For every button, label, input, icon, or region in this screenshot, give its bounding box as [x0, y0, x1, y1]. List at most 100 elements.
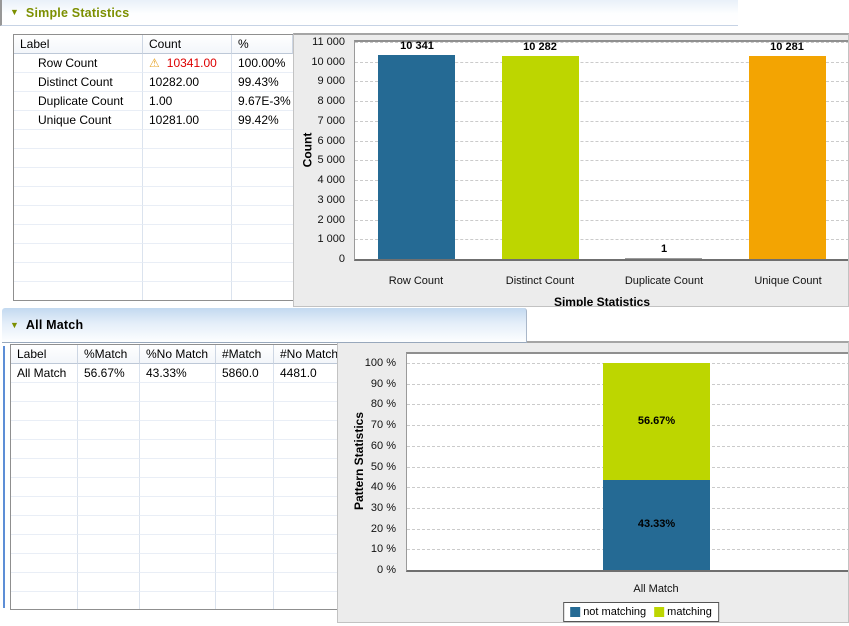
- x-axis-category-label: Distinct Count: [505, 275, 575, 287]
- y-axis-tick-label: 40 %: [370, 481, 396, 494]
- table-cell-empty: [274, 459, 339, 478]
- table-cell-empty: [216, 573, 274, 592]
- table-cell-empty: [140, 421, 216, 440]
- y-axis-tick-label: 70 %: [370, 419, 396, 432]
- column-header-count[interactable]: Count: [143, 35, 232, 54]
- y-axis-tick-label: 10 000: [311, 55, 345, 68]
- table-row[interactable]: Unique Count 10281.00 99.42%: [14, 111, 293, 130]
- table-row-empty: [11, 459, 339, 478]
- table-cell-empty: [11, 402, 78, 421]
- column-header--[interactable]: %: [232, 35, 293, 54]
- table-cell-empty: [78, 497, 140, 516]
- gridline: [355, 101, 848, 103]
- legend-swatch-icon: [570, 607, 581, 617]
- table-row-empty: [14, 187, 293, 206]
- collapse-triangle-icon[interactable]: ▼: [10, 7, 19, 17]
- table-cell-empty: [232, 149, 293, 168]
- table-cell: 4481.0: [274, 364, 339, 383]
- table-row-empty: [11, 573, 339, 592]
- table-row[interactable]: Duplicate Count 1.00 9.67E-3%: [14, 92, 293, 111]
- table-cell-empty: [274, 554, 339, 573]
- table-cell-empty: [78, 516, 140, 535]
- table-row-empty: [11, 497, 339, 516]
- table-cell-empty: [11, 516, 78, 535]
- table-cell-empty: [14, 149, 143, 168]
- table-cell-empty: [216, 421, 274, 440]
- table-cell: 43.33%: [140, 364, 216, 383]
- table-row-empty: [11, 421, 339, 440]
- table-cell-empty: [14, 282, 143, 300]
- table-cell-empty: [140, 402, 216, 421]
- section-header-all-match[interactable]: ▼ All Match: [2, 308, 527, 343]
- segment-value-label: 56.67%: [637, 414, 676, 427]
- table-row[interactable]: Distinct Count 10282.00 99.43%: [14, 73, 293, 92]
- gridline: [355, 239, 848, 241]
- collapse-triangle-icon[interactable]: ▼: [10, 319, 19, 330]
- column-header--match[interactable]: %Match: [78, 345, 140, 364]
- table-cell-empty: [143, 187, 232, 206]
- gridline: [355, 160, 848, 162]
- table-row[interactable]: Row Count ⚠ 10341.00 100.00%: [14, 54, 293, 73]
- table-cell-empty: [11, 497, 78, 516]
- table-row-empty: [11, 592, 339, 609]
- column-header--no-match[interactable]: #No Match: [274, 345, 339, 364]
- table-cell-empty: [216, 554, 274, 573]
- all-match-table: Label %Match %No Match #Match #No Match All M…: [10, 344, 340, 610]
- y-axis-tick-label: 90 %: [370, 377, 396, 390]
- table-cell-empty: [78, 402, 140, 421]
- y-axis-tick-label: 11 000: [312, 36, 345, 48]
- x-axis-category-label: Row Count: [388, 275, 444, 287]
- gridline: [355, 140, 848, 142]
- table-cell-empty: [11, 440, 78, 459]
- warning-value: 10341.00: [166, 56, 217, 70]
- y-axis-tick-label: 0: [338, 253, 345, 265]
- bar-value-label: 10 281: [770, 41, 804, 53]
- y-axis-tick-label: 60 %: [370, 439, 396, 452]
- table-cell-empty: [232, 168, 293, 187]
- table-cell-empty: [78, 459, 140, 478]
- table-cell-empty: [14, 168, 143, 187]
- table-cell-empty: [216, 402, 274, 421]
- y-axis-tick-label: 30 %: [370, 501, 396, 514]
- table-cell: Row Count: [14, 54, 143, 73]
- table-cell-empty: [232, 225, 293, 244]
- focus-indicator-line: [3, 346, 5, 608]
- column-header--match[interactable]: #Match: [216, 345, 274, 364]
- legend-label: matching: [667, 606, 712, 618]
- section-title-simple-statistics: Simple Statistics: [25, 5, 130, 20]
- table-cell-empty: [78, 478, 140, 497]
- legend-item-not-matching: not matching: [570, 606, 646, 618]
- chart-legend: not matching matching: [563, 602, 719, 622]
- gridline: [355, 42, 848, 43]
- column-header-label[interactable]: Label: [11, 345, 78, 364]
- table-cell-empty: [274, 516, 339, 535]
- legend-swatch-icon: [654, 607, 665, 617]
- table-cell-empty: [140, 440, 216, 459]
- gridline: [355, 81, 848, 83]
- table-cell-empty: [143, 244, 232, 263]
- simple-statistics-chart: 10 341 10 282 1 10 281 0 1 000 2 000 3 000 4 000…: [293, 33, 849, 307]
- table-cell-empty: [11, 554, 78, 573]
- section-header-simple-statistics[interactable]: ▼ Simple Statistics: [0, 0, 738, 26]
- column-header-label[interactable]: Label: [14, 35, 143, 54]
- table-cell-empty: [232, 206, 293, 225]
- table-header-row: Label Count%: [14, 35, 293, 54]
- table-cell-empty: [232, 187, 293, 206]
- table-cell-empty: [274, 421, 339, 440]
- table-cell-empty: [216, 440, 274, 459]
- table-row-empty: [14, 282, 293, 300]
- segment-not-matching: [603, 480, 710, 570]
- table-header-row: Label %Match %No Match #Match #No Match: [11, 345, 339, 364]
- table-cell-empty: [14, 263, 143, 282]
- table-cell-empty: [140, 383, 216, 402]
- y-axis-tick-label: 80 %: [370, 398, 396, 411]
- table-cell: 10282.00: [143, 73, 232, 92]
- table-cell-empty: [274, 440, 339, 459]
- simple-statistics-table: Label Count% Row Count ⚠ 10341.00 100.00% Dist…: [13, 34, 294, 301]
- table-cell-empty: [140, 592, 216, 609]
- bar-duplicate-count: [625, 258, 702, 259]
- table-cell: Duplicate Count: [14, 92, 143, 111]
- gridline: [355, 120, 848, 122]
- table-row[interactable]: All Match 56.67% 43.33% 5860.0 4481.0: [11, 364, 339, 383]
- column-header--no-match[interactable]: %No Match: [140, 345, 216, 364]
